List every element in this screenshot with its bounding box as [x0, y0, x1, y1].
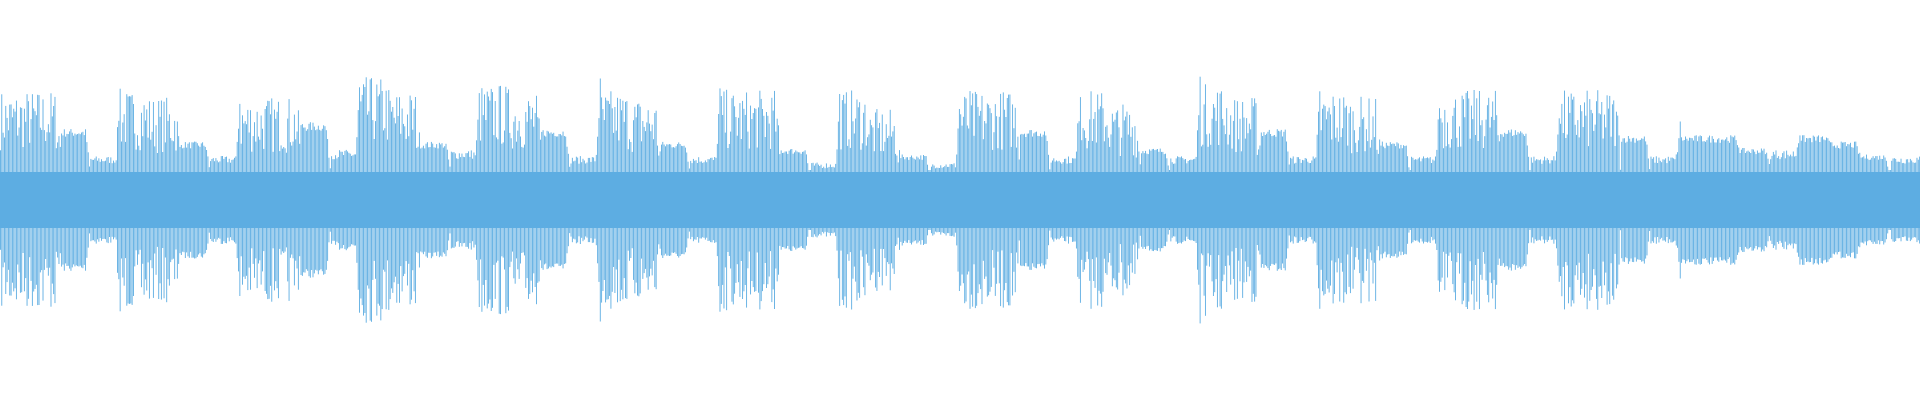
waveform-core	[0, 172, 1920, 228]
waveform-bars	[0, 76, 1920, 324]
